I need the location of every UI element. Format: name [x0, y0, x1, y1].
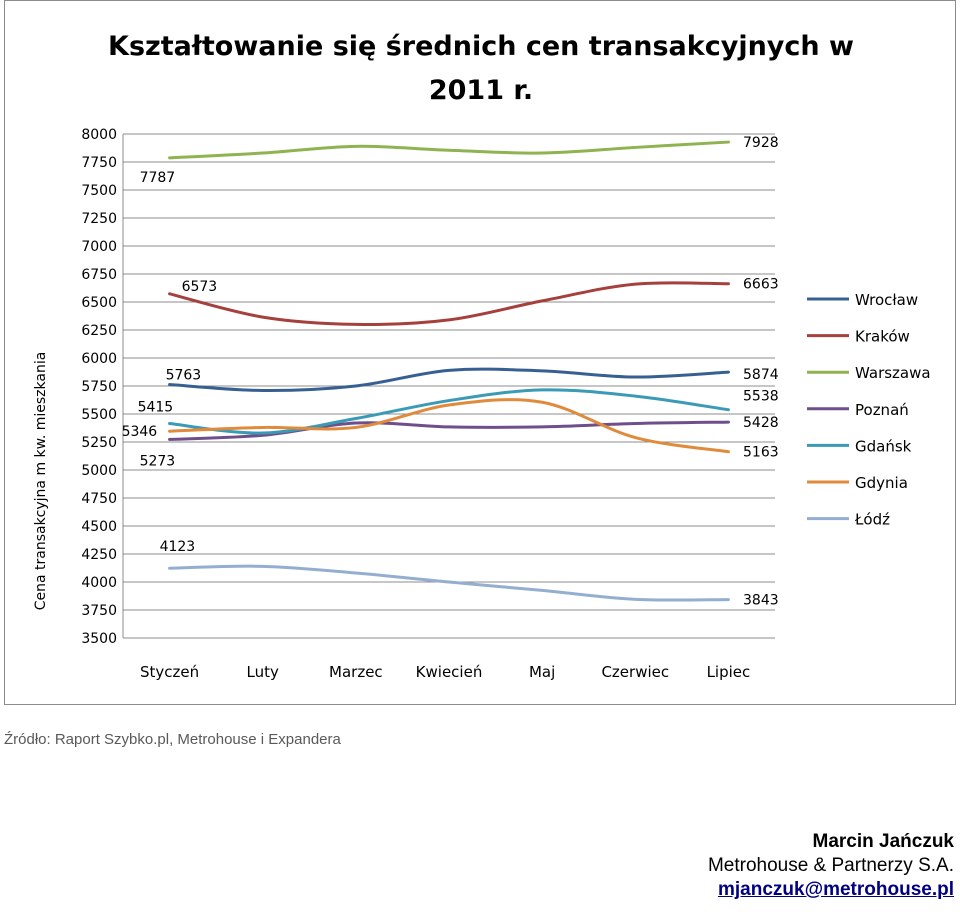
x-tick-label: Marzec [329, 663, 383, 681]
source-note: Źródło: Raport Szybko.pl, Metrohouse i E… [4, 731, 341, 748]
y-tick-label: 5500 [81, 407, 117, 423]
x-tick-label: Styczeń [140, 663, 199, 681]
data-label-end: 5538 [743, 389, 779, 405]
y-tick-label: 4500 [81, 519, 117, 535]
data-label-start: 5346 [122, 424, 158, 440]
legend-entry: Łódź [854, 511, 890, 529]
grid [122, 133, 775, 639]
y-tick-label: 6750 [81, 267, 117, 283]
data-labels: 5763 5874 6573 6663 7787 7928 5273 5428 5415 5538… [122, 135, 779, 609]
y-tick-label: 6000 [81, 351, 117, 367]
x-tick-label: Maj [529, 663, 555, 681]
x-tick-label: Kwiecień [416, 663, 483, 681]
legend-entry: Wrocław [855, 291, 918, 309]
legend: Wrocław Kraków Warszawa Poznań Gdańsk Gdynia Ł… [807, 291, 931, 529]
y-axis-ticks: 3500 3750 4000 4250 4500 4750 5000 5250 5500 5750… [81, 127, 117, 647]
x-tick-label: Luty [247, 663, 279, 681]
chart-title-line-1: Kształtowanie się średnich cen transakcy… [108, 31, 854, 62]
y-tick-label: 6500 [81, 295, 117, 311]
series-line-5 [168, 398, 730, 454]
y-tick-label: 5750 [81, 379, 117, 395]
y-tick-label: 5250 [81, 435, 117, 451]
y-tick-label: 4750 [81, 491, 117, 507]
y-tick-label: 7750 [81, 155, 117, 171]
author-block: Marcin Jańczuk Metrohouse & Partnerzy S.… [708, 830, 954, 903]
y-tick-label: 4000 [81, 575, 117, 591]
y-tick-label: 5000 [81, 463, 117, 479]
data-label-start: 5763 [166, 368, 202, 384]
author-email-link[interactable]: mjanczuk@metrohouse.pl [717, 879, 954, 900]
data-label-end: 6663 [743, 277, 779, 293]
legend-entry: Warszawa [855, 364, 931, 382]
data-label-end: 5428 [743, 415, 779, 431]
y-tick-label: 7500 [81, 183, 117, 199]
chart-frame: Kształtowanie się średnich cen transakcy… [4, 0, 956, 705]
data-label-start: 6573 [182, 279, 218, 295]
data-label-start: 5273 [140, 453, 176, 469]
legend-entry: Poznań [855, 401, 909, 419]
data-label-end: 5874 [743, 367, 779, 383]
line-chart: Kształtowanie się średnich cen transakcy… [33, 31, 931, 681]
legend-entry: Gdynia [855, 474, 908, 492]
series-line-6 [168, 564, 730, 602]
data-label-end: 3843 [743, 593, 779, 609]
y-tick-label: 3750 [81, 603, 117, 619]
legend-entry: Kraków [855, 328, 910, 346]
y-tick-label: 7000 [81, 239, 117, 255]
series-line-0 [168, 367, 730, 393]
data-label-start: 4123 [160, 539, 196, 555]
series-line-1 [168, 281, 730, 326]
y-tick-label: 4250 [81, 547, 117, 563]
data-label-start: 5415 [138, 400, 174, 416]
author-company: Metrohouse & Partnerzy S.A. [707, 855, 954, 876]
data-label-start: 7787 [140, 170, 176, 186]
y-tick-label: 6250 [81, 323, 117, 339]
x-tick-label: Czerwiec [601, 663, 669, 681]
chart-title-line-2: 2011 r. [429, 75, 533, 106]
data-label-end: 7928 [743, 135, 779, 151]
x-tick-label: Lipiec [707, 663, 751, 681]
y-axis-label: Cena transakcyjna m kw. mieszkania [33, 352, 49, 611]
data-label-end: 5163 [743, 445, 779, 461]
y-tick-label: 8000 [81, 127, 117, 143]
series-lines [168, 140, 730, 602]
x-axis-ticks: Styczeń Luty Marzec Kwiecień Maj Czerwiec Lipi… [140, 663, 750, 681]
series-line-3 [168, 420, 730, 441]
legend-entry: Gdańsk [855, 437, 912, 455]
author-name: Marcin Jańczuk [812, 831, 955, 852]
series-line-4 [168, 388, 730, 435]
y-tick-label: 7250 [81, 211, 117, 227]
y-tick-label: 3500 [81, 631, 117, 647]
series-line-2 [168, 140, 730, 160]
